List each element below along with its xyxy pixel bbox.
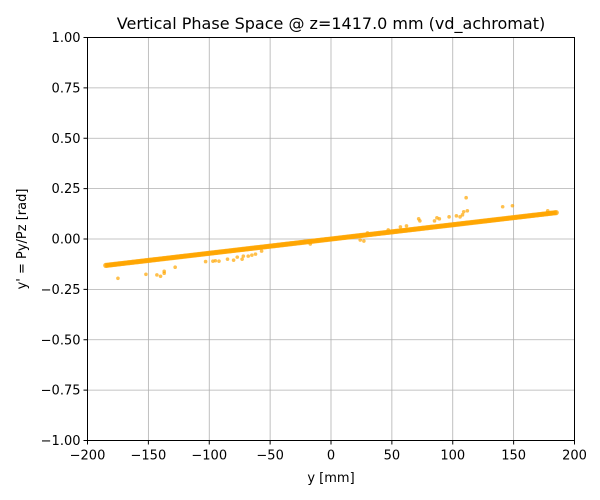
data-point: [418, 219, 422, 223]
y-tick-label: 0.50: [52, 132, 81, 147]
data-point: [235, 255, 240, 259]
x-tick-label: 100: [440, 449, 465, 464]
data-points: [103, 195, 559, 281]
data-point: [259, 249, 264, 253]
y-axis: −1.00 −0.75 −0.50 −0.25 0.00 0.25 0.50 0.75 1.00: [41, 31, 88, 449]
y-tick-label: −1.00: [41, 434, 81, 449]
x-tick-label: 150: [501, 449, 526, 464]
data-point: [231, 258, 236, 262]
data-point: [454, 214, 459, 218]
chart-title: Vertical Phase Space @ z=1417.0 mm (vd_a…: [117, 14, 545, 34]
data-point: [155, 273, 159, 277]
data-point: [162, 269, 167, 274]
x-axis-label: y [mm]: [307, 471, 354, 486]
data-point: [437, 217, 442, 221]
y-tick-label: −0.75: [41, 384, 81, 399]
data-point: [404, 224, 409, 228]
data-point: [362, 239, 366, 243]
data-point: [203, 259, 208, 264]
data-point: [460, 213, 465, 217]
data-point: [246, 254, 251, 258]
x-axis: −200 −150 −100 −50 0 50 100 150 200: [70, 440, 587, 464]
data-point: [144, 272, 148, 277]
x-tick-label: −150: [131, 449, 167, 464]
y-tick-label: −0.25: [41, 283, 81, 298]
x-tick-label: −50: [256, 449, 283, 464]
data-point: [302, 240, 307, 244]
data-point: [217, 259, 221, 263]
data-point: [465, 208, 470, 213]
data-point: [398, 225, 403, 229]
data-point: [253, 252, 258, 256]
data-point: [240, 257, 244, 261]
x-tick-label: 200: [562, 449, 587, 464]
x-tick-label: −200: [70, 449, 106, 464]
data-point: [213, 258, 218, 263]
data-point: [553, 210, 559, 216]
data-point: [432, 219, 437, 223]
data-point: [173, 265, 177, 270]
data-point: [447, 215, 451, 219]
data-point: [386, 228, 391, 232]
y-axis-label: y' = Py/Pz [rad]: [15, 189, 30, 290]
data-point: [241, 254, 246, 258]
data-point: [225, 257, 230, 261]
y-tick-label: 0.25: [52, 182, 81, 197]
data-point: [500, 204, 505, 209]
data-point: [278, 243, 282, 247]
data-point: [510, 203, 515, 208]
y-tick-label: 0.00: [52, 233, 81, 248]
data-point: [308, 242, 313, 246]
y-tick-label: −0.50: [41, 333, 81, 348]
data-point: [545, 208, 550, 213]
data-point: [158, 274, 163, 279]
x-tick-label: 0: [327, 449, 335, 464]
data-point: [461, 209, 466, 214]
data-point: [116, 276, 120, 281]
y-tick-label: 1.00: [52, 31, 81, 46]
data-point: [464, 195, 468, 200]
y-tick-label: 0.75: [52, 81, 81, 96]
data-point: [250, 253, 254, 257]
data-point: [365, 231, 370, 235]
x-tick-label: 50: [384, 449, 401, 464]
data-point: [358, 238, 363, 242]
x-tick-label: −100: [191, 449, 227, 464]
data-point: [458, 215, 462, 219]
